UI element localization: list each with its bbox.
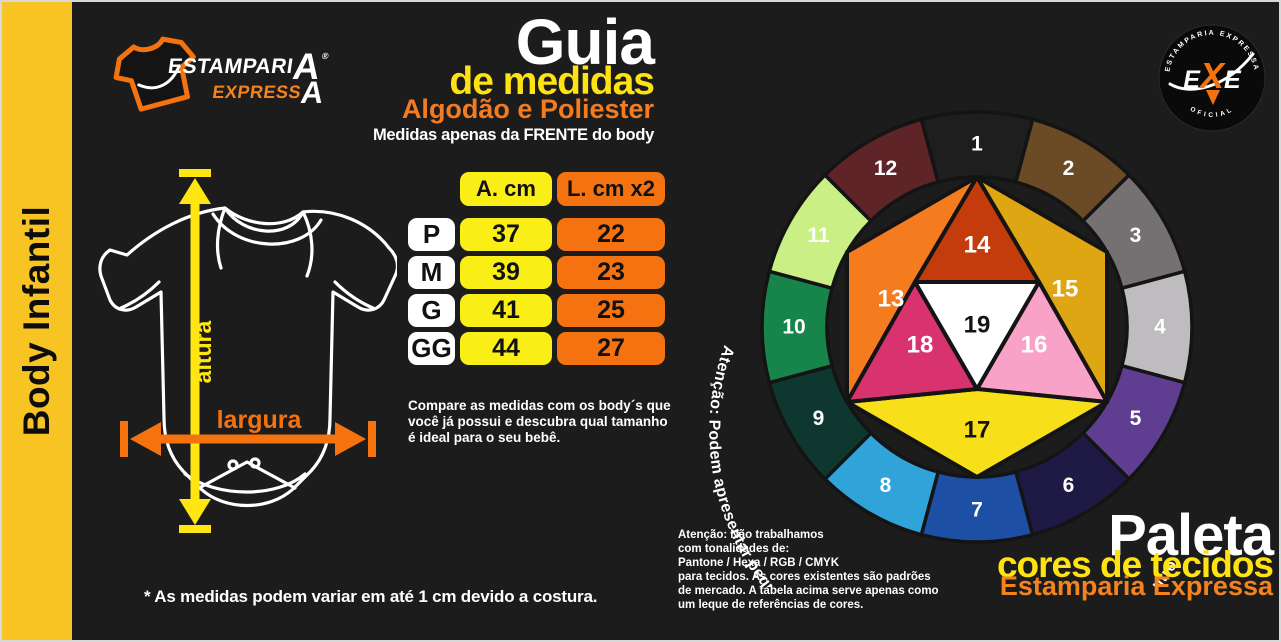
- color-standards-note: Atenção: Não trabalhamos com tonalidades…: [678, 529, 939, 612]
- width-value: 23: [557, 256, 665, 289]
- wheel-number-12: 12: [874, 157, 897, 180]
- table-header-row: A. cm L. cm x2: [408, 172, 665, 206]
- size-label: M: [408, 256, 455, 289]
- table-row: GG 44 27: [408, 332, 665, 365]
- table-row: M 39 23: [408, 256, 665, 289]
- registered-mark: ®: [321, 51, 330, 61]
- wheel-number-13: 13: [878, 286, 905, 313]
- brand-logo: ESTAMPARIA® EXPRESSA: [106, 22, 330, 122]
- badge-circle: [1158, 24, 1266, 132]
- column-header-width: L. cm x2: [557, 172, 665, 206]
- table-row: G 41 25: [408, 294, 665, 327]
- height-value: 44: [460, 332, 552, 365]
- size-label: GG: [408, 332, 455, 365]
- seam-variance-note: * As medidas podem variar em até 1 cm de…: [144, 587, 598, 606]
- header-spacer: [408, 172, 455, 206]
- palette-brand: Estamparia Expressa: [999, 571, 1273, 602]
- width-value: 27: [557, 332, 665, 365]
- sidebar-product-strip: Body Infantil: [2, 2, 72, 640]
- front-measure-note: Medidas apenas da FRENTE do body: [372, 126, 654, 144]
- table-row: P 37 22: [408, 218, 665, 251]
- exe-official-badge: EXE ESTAMPARIA EXPRESSA OFICIAL: [1158, 24, 1266, 132]
- wheel-number-5: 5: [1130, 407, 1142, 430]
- size-table: A. cm L. cm x2 P 37 22 M 39 23 G 41 25 G…: [408, 172, 665, 370]
- compare-note: Compare as medidas com os body´s que voc…: [408, 398, 671, 446]
- wheel-number-6: 6: [1063, 474, 1075, 497]
- wheel-number-15: 15: [1052, 276, 1079, 303]
- collar-fold-left: [215, 206, 227, 270]
- material-label: Algodão e Poliester: [401, 94, 654, 124]
- wheel-number-3: 3: [1130, 224, 1142, 247]
- width-label: largura: [217, 406, 303, 434]
- wheel-number-17: 17: [964, 417, 991, 444]
- snap-button-1: [227, 459, 239, 471]
- brand-wordmark: ESTAMPARIA® EXPRESSA: [154, 46, 330, 110]
- product-name-label: Body Infantil: [16, 205, 57, 437]
- height-label: altura: [190, 320, 216, 383]
- tshirt-logo-icon: [113, 36, 196, 112]
- height-value: 41: [460, 294, 552, 327]
- brand-bottom-big-a: A: [298, 75, 327, 110]
- width-arrow: [120, 421, 376, 457]
- wheel-ring-segment-12: [822, 117, 941, 224]
- cuff-line-left: [119, 280, 161, 310]
- collar-fold-right: [301, 210, 314, 278]
- collar-curve-2: [211, 212, 323, 246]
- snap-button-2: [249, 457, 261, 469]
- palette-subtitle: cores de tecidos: [996, 544, 1274, 586]
- x-tail-icon: [1206, 90, 1220, 105]
- wheel-number-1: 1: [971, 133, 983, 156]
- wheel-number-18: 18: [907, 332, 934, 359]
- height-value: 39: [460, 256, 552, 289]
- wheel-number-11: 11: [807, 224, 830, 247]
- bodysuit-illustration: altura largura: [98, 169, 397, 533]
- bodysuit-outline: [98, 206, 397, 507]
- wheel-number-16: 16: [1021, 332, 1048, 359]
- width-value: 22: [557, 218, 665, 251]
- size-label: G: [408, 294, 455, 327]
- badge-exe-text: EXE: [1183, 55, 1242, 96]
- wheel-number-2: 2: [1063, 157, 1075, 180]
- wheel-number-10: 10: [782, 316, 805, 339]
- brand-top-text: ESTAMPARI: [166, 55, 295, 78]
- size-label: P: [408, 218, 455, 251]
- wheel-number-19: 19: [964, 312, 991, 339]
- wheel-inner-segment-19: [913, 280, 1041, 391]
- height-arrow: [179, 169, 211, 533]
- wheel-number-14: 14: [964, 232, 991, 259]
- wheel-number-7: 7: [971, 499, 983, 522]
- wheel-number-4: 4: [1154, 316, 1166, 339]
- width-value: 25: [557, 294, 665, 327]
- wheel-number-9: 9: [813, 407, 825, 430]
- guide-title-block: Guia de medidas Algodão e Poliester Medi…: [332, 6, 655, 144]
- wheel-number-8: 8: [880, 474, 892, 497]
- palette-title: Paleta: [1108, 503, 1274, 568]
- height-value: 37: [460, 218, 552, 251]
- flap-zigzag: [197, 460, 297, 490]
- cuff-line-right: [333, 280, 375, 310]
- page-subtitle: de medidas: [449, 60, 655, 103]
- swoosh-icon: [1168, 52, 1255, 91]
- palette-title-block: Paleta cores de tecidos Estamparia Expre…: [996, 503, 1274, 602]
- page-title: Guia: [515, 6, 655, 78]
- column-header-height: A. cm: [460, 172, 552, 206]
- brand-bottom-text: EXPRESS: [211, 82, 303, 102]
- collar-curve-1: [223, 206, 305, 233]
